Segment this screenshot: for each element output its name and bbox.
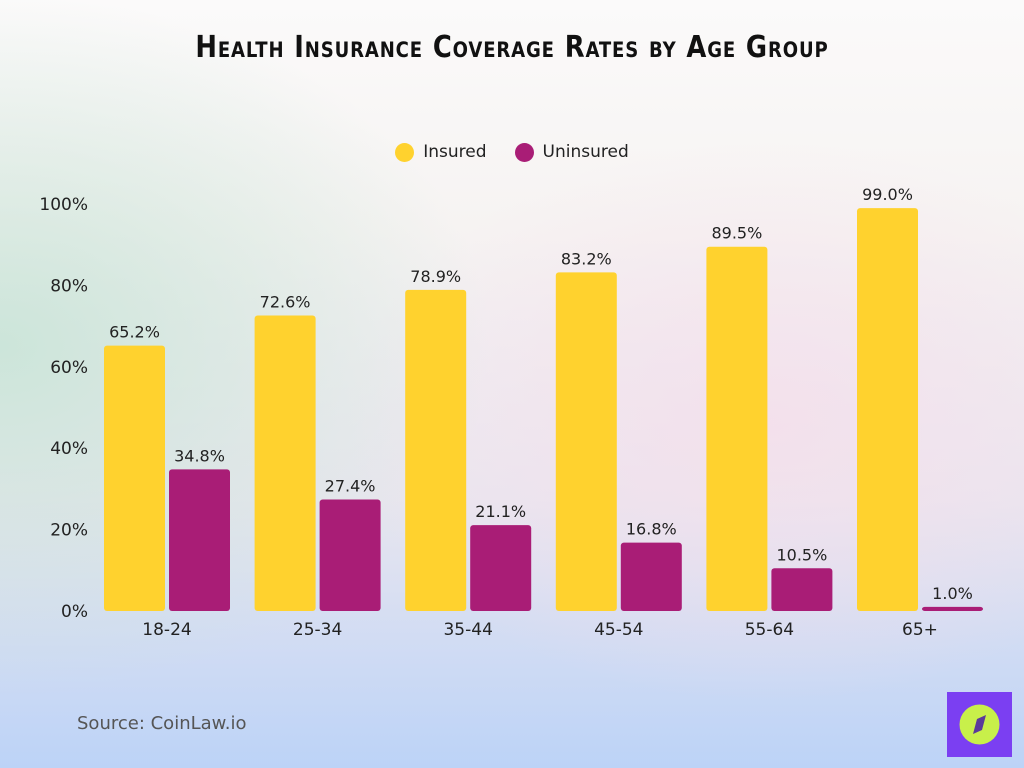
bar-insured-65+ xyxy=(857,208,918,611)
compass-icon xyxy=(959,704,1000,745)
legend-label-insured: Insured xyxy=(423,142,487,162)
x-tick-label: 18-24 xyxy=(142,620,191,640)
data-label: 10.5% xyxy=(776,545,827,564)
bar-insured-35-44 xyxy=(405,289,467,611)
data-label: 1.0% xyxy=(932,584,973,603)
data-label: 83.2% xyxy=(561,249,612,268)
legend-item-insured: Insured xyxy=(395,142,487,162)
x-tick-label: 45-54 xyxy=(594,620,643,640)
bar-insured-55-64 xyxy=(706,246,768,612)
bar-insured-25-34 xyxy=(254,315,316,611)
x-tick-label: 25-34 xyxy=(293,620,342,640)
bar-insured-45-54 xyxy=(555,272,617,611)
y-tick-label: 20% xyxy=(50,521,88,541)
data-label: 34.8% xyxy=(174,446,225,465)
y-tick-label: 0% xyxy=(61,602,88,622)
bar-uninsured-18-24 xyxy=(169,469,230,611)
chart-title: Health Insurance Coverage Rates by Age G… xyxy=(195,30,829,65)
legend: Insured Uninsured xyxy=(0,142,1024,162)
data-label: 16.8% xyxy=(626,520,677,539)
y-tick-label: 40% xyxy=(50,439,88,459)
legend-label-uninsured: Uninsured xyxy=(542,142,629,162)
bar-uninsured-55-64 xyxy=(771,568,833,611)
bar-uninsured-65+ xyxy=(922,606,983,611)
data-label: 78.9% xyxy=(410,267,461,286)
data-label: 72.6% xyxy=(260,293,311,312)
data-label: 21.1% xyxy=(475,502,526,521)
bar-uninsured-45-54 xyxy=(620,542,682,611)
bar-uninsured-25-34 xyxy=(319,499,381,611)
legend-swatch-insured xyxy=(395,142,415,162)
x-tick-label: 35-44 xyxy=(443,620,492,640)
y-tick-label: 80% xyxy=(50,276,88,296)
x-tick-label: 65+ xyxy=(902,620,938,640)
y-tick-label: 60% xyxy=(50,358,88,378)
bar-uninsured-35-44 xyxy=(470,525,532,611)
data-label: 27.4% xyxy=(325,476,376,495)
data-label: 99.0% xyxy=(862,185,913,204)
legend-item-uninsured: Uninsured xyxy=(514,142,629,162)
y-tick-label: 100% xyxy=(39,195,88,215)
logo xyxy=(947,692,1012,757)
source-note: Source: CoinLaw.io xyxy=(77,713,247,734)
x-tick-label: 55-64 xyxy=(745,620,794,640)
legend-swatch-uninsured xyxy=(514,142,534,162)
data-label: 65.2% xyxy=(109,323,160,342)
data-label: 89.5% xyxy=(711,224,762,243)
bar-insured-18-24 xyxy=(104,345,165,611)
